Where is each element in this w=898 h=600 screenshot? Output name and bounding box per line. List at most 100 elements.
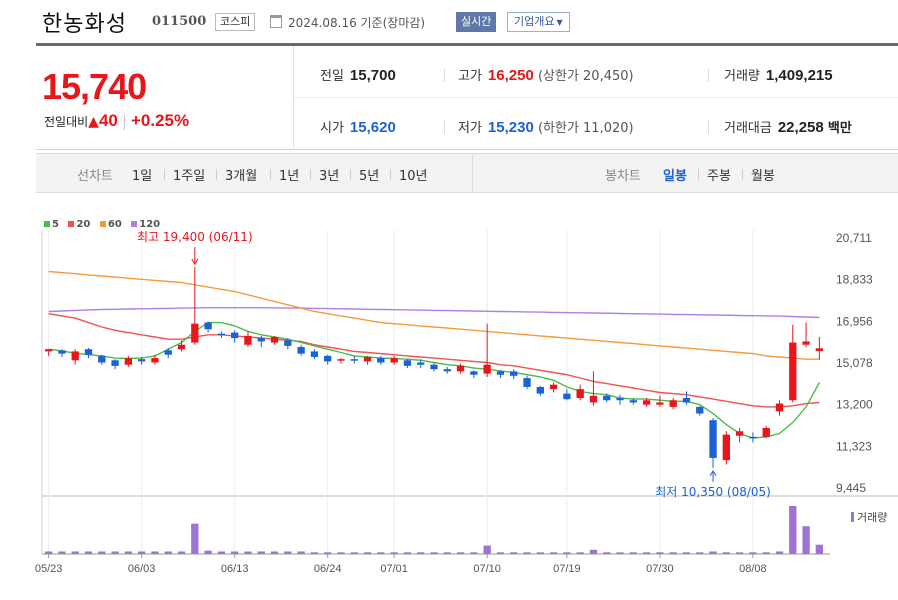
legend-ma120-label: 120 bbox=[139, 219, 161, 230]
period-5y[interactable]: 5년 bbox=[359, 169, 380, 184]
candle-body bbox=[310, 351, 319, 357]
volume-bar bbox=[722, 552, 730, 554]
low-value: 15,230 bbox=[487, 119, 534, 136]
volume-bar bbox=[682, 552, 691, 554]
candle-weekly[interactable]: 주봉 bbox=[707, 169, 731, 184]
candle-body bbox=[629, 400, 637, 403]
volume-bar bbox=[270, 551, 279, 554]
x-tick-label: 06/24 bbox=[314, 563, 342, 575]
legend-ma5: 5 bbox=[44, 219, 59, 230]
candle-body bbox=[44, 349, 53, 352]
candle-body bbox=[483, 364, 491, 374]
candle-body bbox=[576, 389, 584, 399]
candle-body bbox=[616, 398, 624, 401]
volume-bar bbox=[443, 552, 451, 554]
candle-body bbox=[775, 403, 784, 412]
volume-bar bbox=[430, 552, 438, 554]
volume-bar bbox=[403, 552, 412, 554]
candle-body bbox=[417, 362, 425, 365]
volume-bar bbox=[696, 552, 704, 554]
candle-body bbox=[297, 346, 305, 354]
price-summary: 15,740 전일대비▲40 | +0.25% 전일 15,700 고가 16,250 … bbox=[36, 46, 898, 150]
volume-bar bbox=[231, 551, 239, 554]
period-3y[interactable]: 3년 bbox=[319, 169, 340, 184]
volume-bar bbox=[390, 552, 398, 554]
candle-body bbox=[470, 371, 478, 375]
candle-body bbox=[71, 351, 79, 361]
volume-bar bbox=[642, 552, 651, 554]
volume-bar bbox=[656, 552, 664, 554]
volume-bar bbox=[629, 552, 637, 554]
candle-body bbox=[403, 360, 412, 366]
candle-body bbox=[177, 344, 186, 350]
period-3m[interactable]: 3개월 bbox=[225, 169, 258, 184]
ma-legend: 5 20 60 120 bbox=[44, 219, 166, 230]
realtime-button[interactable]: 실시간 bbox=[456, 12, 497, 32]
period-1d[interactable]: 1일 bbox=[132, 169, 153, 184]
divider bbox=[310, 169, 311, 180]
legend-swatch bbox=[131, 220, 138, 227]
volume-bar bbox=[735, 552, 744, 554]
period-1y[interactable]: 1년 bbox=[279, 169, 300, 184]
candle-body bbox=[430, 364, 438, 370]
candle-body bbox=[363, 356, 372, 362]
change-row: 전일대비▲40 | +0.25% bbox=[44, 111, 189, 131]
candle-body bbox=[696, 406, 704, 414]
prev-close-cell: 전일 15,700 bbox=[320, 65, 396, 84]
upper-limit: (상한가 20,450) bbox=[537, 69, 634, 84]
period-10y[interactable]: 10년 bbox=[399, 169, 428, 184]
x-tick-label: 07/19 bbox=[553, 563, 581, 575]
y-tick-label: 20,711 bbox=[836, 231, 872, 245]
legend-ma60: 60 bbox=[99, 219, 122, 230]
candlestick-chart[interactable]: 05/23 06/03 06/13 06/24 07/01 07/10 07/19 07/30… bbox=[0, 210, 898, 600]
volume-bar bbox=[775, 551, 784, 554]
volume-bar bbox=[337, 552, 345, 554]
volume-bar bbox=[549, 552, 558, 554]
candle-body bbox=[231, 332, 239, 339]
volume-bar bbox=[58, 551, 66, 554]
volume-bar bbox=[483, 545, 491, 554]
candle-daily[interactable]: 일봉 bbox=[663, 169, 687, 184]
period-toolbar: 선차트 1일 1주일 3개월 1년 3년 5년 10년 봉차트 일봉 주봉 월봉 bbox=[36, 153, 898, 193]
candle-body bbox=[244, 335, 252, 345]
ma60-line bbox=[48, 270, 820, 360]
candle-monthly[interactable]: 월봉 bbox=[751, 169, 775, 184]
x-tick-label: 07/01 bbox=[380, 563, 408, 575]
period-1w[interactable]: 1주일 bbox=[173, 169, 206, 184]
x-tick-label: 05/23 bbox=[35, 563, 63, 575]
divider bbox=[294, 97, 898, 98]
volume-bar bbox=[217, 551, 226, 554]
low-cell: 저가 15,230 (하한가 11,020) bbox=[458, 117, 634, 136]
ma20-line bbox=[48, 313, 820, 408]
base-date: 2024.08.16 기준(장마감) bbox=[288, 16, 426, 30]
divider bbox=[708, 120, 709, 134]
company-info-dropdown[interactable]: 기업개요 ▼ bbox=[507, 12, 570, 32]
divider bbox=[36, 43, 898, 46]
separator: | bbox=[121, 112, 127, 130]
candle-body bbox=[510, 371, 518, 376]
amount-unit: 백만 bbox=[827, 120, 852, 135]
y-tick-label: 11,323 bbox=[836, 439, 872, 453]
candle-body bbox=[164, 350, 172, 355]
prev-close-value: 15,700 bbox=[349, 67, 396, 84]
x-tick-label: 06/03 bbox=[128, 563, 156, 575]
volume-bar bbox=[84, 551, 93, 554]
candle-body bbox=[151, 358, 159, 363]
volume-bar bbox=[470, 552, 478, 554]
x-tick-label: 08/08 bbox=[739, 563, 767, 575]
x-tick-label: 06/13 bbox=[221, 563, 249, 575]
line-chart-label: 선차트 bbox=[77, 169, 113, 184]
candle-body bbox=[789, 342, 797, 401]
volume-bar bbox=[284, 551, 292, 554]
divider bbox=[350, 169, 351, 180]
legend-swatch bbox=[68, 220, 75, 227]
candle-body bbox=[762, 427, 770, 437]
candle-body bbox=[124, 358, 133, 365]
volume-bar bbox=[124, 551, 133, 554]
volume-bar bbox=[496, 552, 505, 554]
volume-bar bbox=[749, 552, 757, 554]
volume-legend-label: 거래량 bbox=[857, 511, 887, 524]
divider bbox=[698, 169, 699, 180]
amount-label: 거래대금 bbox=[724, 121, 772, 136]
volume-bar bbox=[98, 551, 106, 554]
